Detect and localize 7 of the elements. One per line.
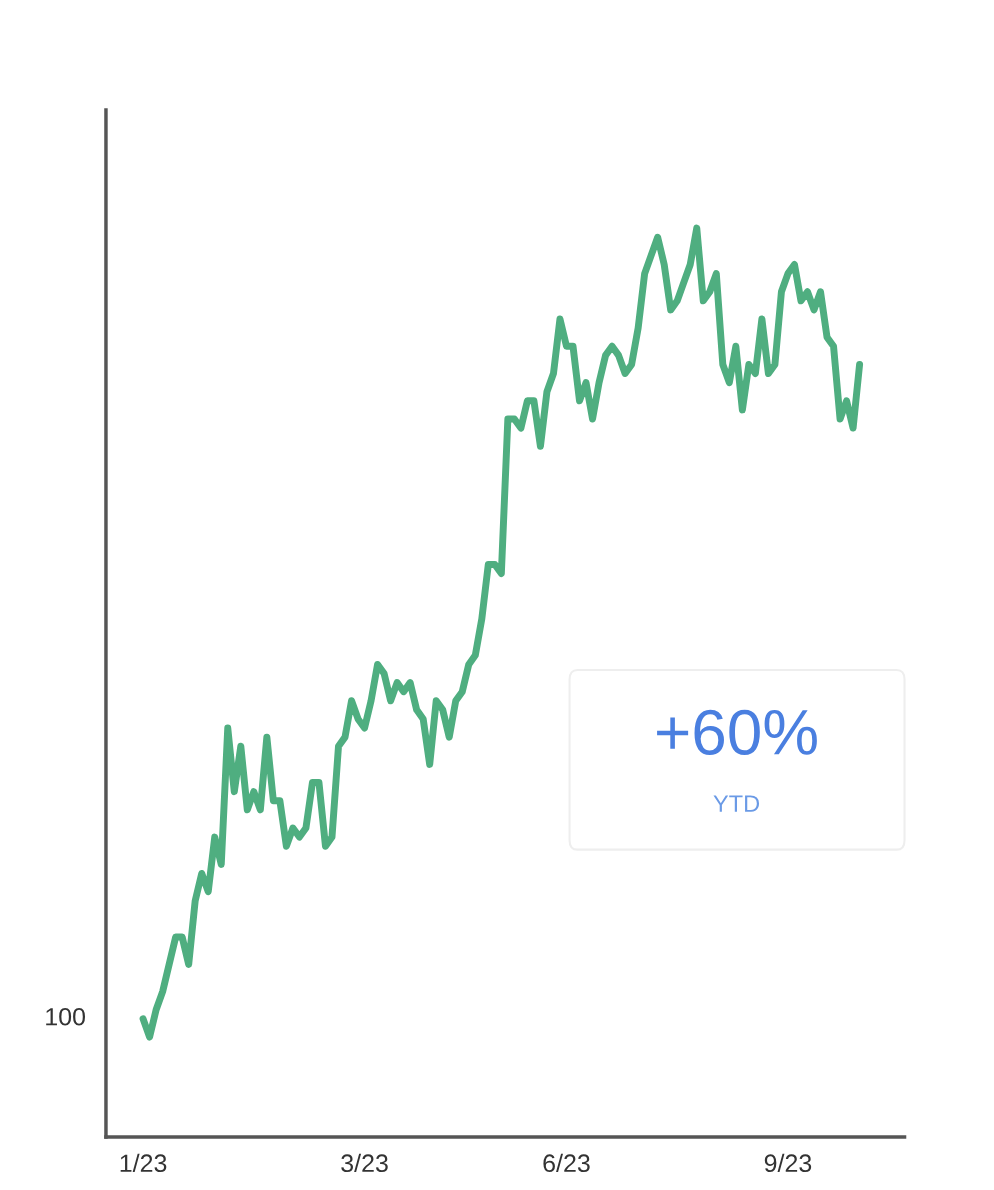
annotation: +60% [657,709,817,755]
x-tick-label: 9/23 [764,1153,812,1173]
x-tick-label: 3/23 [341,1153,388,1173]
text: 100 [46,1007,86,1026]
x-tick-label: 6/23 [543,1153,590,1173]
annotation: YTD [713,795,760,812]
x-tick-label: 1/23 [120,1153,167,1173]
